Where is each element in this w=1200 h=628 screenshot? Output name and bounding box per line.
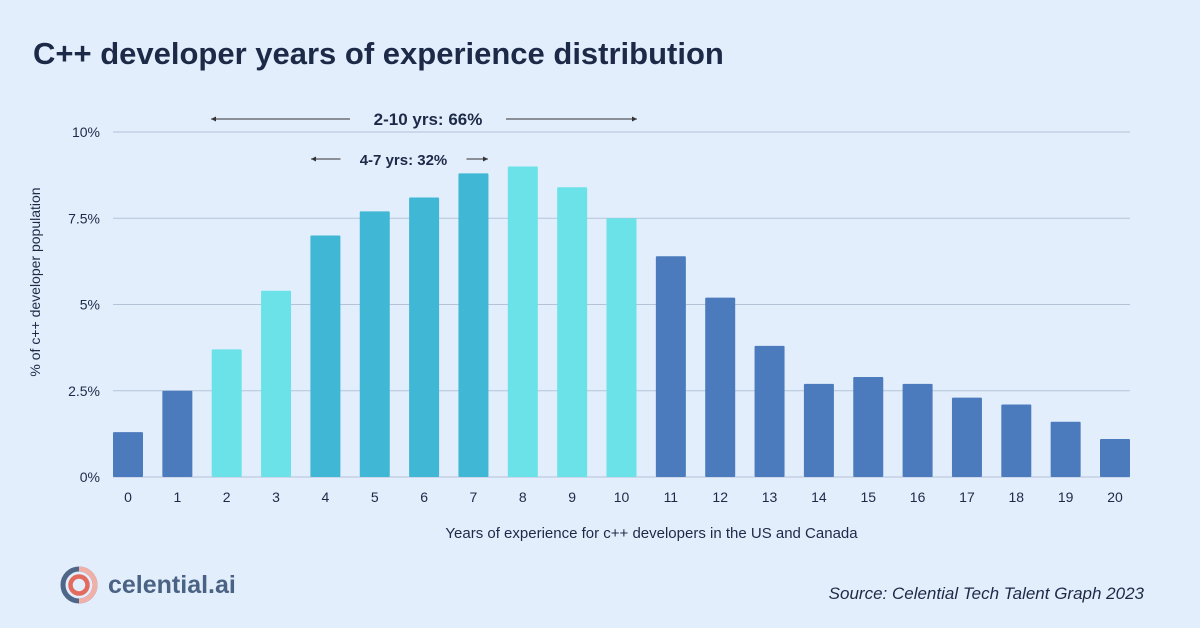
bar <box>113 432 143 477</box>
bar <box>606 218 637 477</box>
x-tick-label: 7 <box>470 489 478 505</box>
arrow-head-left-icon <box>311 156 316 162</box>
bar <box>655 256 686 477</box>
bar <box>803 383 834 477</box>
bar <box>557 187 588 477</box>
x-tick-label: 4 <box>322 489 330 505</box>
bar <box>1001 404 1032 477</box>
x-tick-label: 0 <box>124 489 132 505</box>
y-tick-label: 2.5% <box>68 383 100 399</box>
bar <box>705 297 736 477</box>
range-annotation: 4-7 yrs: 32% <box>360 152 448 169</box>
y-tick-label: 7.5% <box>68 210 100 226</box>
bar <box>951 397 982 477</box>
bar <box>310 235 341 477</box>
x-tick-label: 2 <box>223 489 231 505</box>
bar <box>359 211 390 477</box>
x-tick-label: 9 <box>568 489 576 505</box>
x-tick-label: 10 <box>614 489 630 505</box>
y-tick-label: 5% <box>80 297 100 313</box>
arrow-head-right-icon <box>632 116 637 122</box>
chart-title: C++ developer years of experience distri… <box>33 36 724 71</box>
x-tick-label: 3 <box>272 489 280 505</box>
y-tick-label: 0% <box>80 469 100 485</box>
x-tick-label: 15 <box>860 489 876 505</box>
x-tick-label: 11 <box>664 489 679 505</box>
brand-logo: celential.ai <box>60 566 236 604</box>
x-tick-label: 18 <box>1009 489 1025 505</box>
y-tick-label: 10% <box>72 124 100 140</box>
bar <box>754 345 785 477</box>
bar <box>902 383 933 477</box>
bar <box>211 349 242 477</box>
x-tick-label: 19 <box>1058 489 1074 505</box>
celential-logo-icon <box>60 566 98 604</box>
x-tick-label: 14 <box>811 489 827 505</box>
bar <box>507 166 538 477</box>
y-axis-label: % of c++ developer population <box>27 187 43 376</box>
bar <box>162 390 193 477</box>
brand-name: celential.ai <box>108 570 236 599</box>
x-tick-label: 5 <box>371 489 379 505</box>
x-tick-label: 1 <box>173 489 181 505</box>
arrow-head-left-icon <box>211 116 216 122</box>
x-tick-label: 20 <box>1107 489 1123 505</box>
range-annotation: 2-10 yrs: 66% <box>374 110 483 129</box>
bar <box>409 197 440 478</box>
x-tick-label: 17 <box>959 489 975 505</box>
arrow-head-right-icon <box>483 156 488 162</box>
x-axis-label: Years of experience for c++ developers i… <box>445 525 858 542</box>
x-tick-label: 16 <box>910 489 926 505</box>
bar <box>853 376 884 477</box>
x-tick-label: 6 <box>420 489 428 505</box>
bar <box>1100 439 1130 477</box>
bar <box>458 173 489 477</box>
bar <box>1050 421 1081 477</box>
x-tick-label: 8 <box>519 489 527 505</box>
bar <box>261 290 292 477</box>
x-tick-label: 12 <box>712 489 728 505</box>
source-note: Source: Celential Tech Talent Graph 2023 <box>828 584 1144 603</box>
x-tick-label: 13 <box>762 489 778 505</box>
